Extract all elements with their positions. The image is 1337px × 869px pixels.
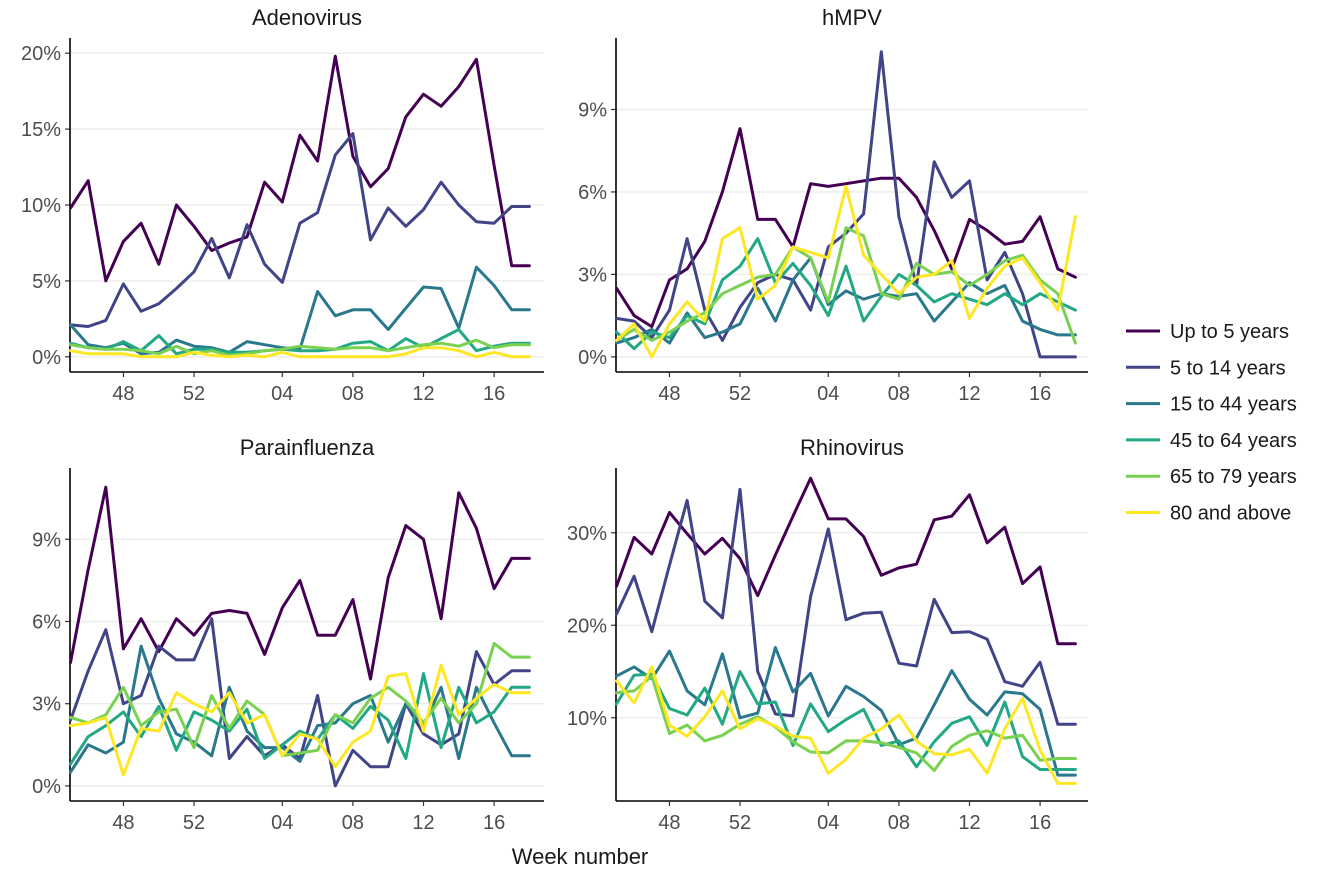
y-tick-label: 10% — [567, 708, 607, 730]
series-line-hmpv-80-and-above — [615, 184, 1077, 359]
series-line-parainfluenza-up-to-5-years — [69, 485, 531, 681]
series-line-rhinovirus-15-to-44-years — [615, 646, 1077, 777]
x-tick-label: 04 — [271, 383, 293, 405]
x-tick-label: 08 — [888, 383, 910, 405]
x-tick-label: 04 — [817, 383, 839, 405]
x-tick-label: 08 — [342, 812, 364, 834]
series-line-rhinovirus-80-and-above — [615, 665, 1077, 785]
y-tick-label: 0% — [32, 776, 61, 798]
legend-label-15-to-44-years: 15 to 44 years — [1170, 394, 1297, 416]
x-tick-label: 48 — [112, 812, 134, 834]
y-tick-label: 30% — [567, 523, 607, 545]
panel-parainfluenza: Parainfluenza 0% 3% 6% 9% 48 52 04 08 12 16 — [32, 435, 544, 834]
y-tick-label: 3% — [578, 264, 607, 286]
y-tick-label: 9% — [32, 529, 61, 551]
panel-hmpv: hMPV 0% 3% 6% 9% 48 52 04 08 12 16 — [578, 5, 1088, 405]
x-tick-label: 52 — [729, 812, 751, 834]
legend-label-45-to-64-years: 45 to 64 years — [1170, 430, 1297, 452]
y-tick-label: 6% — [578, 182, 607, 204]
x-tick-label: 16 — [1029, 812, 1051, 834]
series-line-parainfluenza-45-to-64-years — [69, 672, 531, 766]
y-tick-label: 9% — [578, 99, 607, 121]
x-tick-label: 04 — [817, 812, 839, 834]
legend-label-65-to-79-years: 65 to 79 years — [1170, 466, 1297, 488]
x-tick-label: 12 — [958, 383, 980, 405]
legend-label-5-to-14-years: 5 to 14 years — [1170, 357, 1286, 379]
x-tick-label: 12 — [958, 812, 980, 834]
series-line-adenovirus-65-to-79-years — [69, 338, 531, 357]
series-line-rhinovirus-45-to-64-years — [615, 670, 1077, 771]
series-line-parainfluenza-80-and-above — [69, 663, 531, 777]
series-line-hmpv-5-to-14-years — [615, 50, 1077, 359]
panel-adenovirus: Adenovirus 0% 5% 10% 15% 20% 48 52 04 08 12 16 — [21, 5, 544, 405]
series-line-adenovirus-up-to-5-years — [69, 54, 531, 283]
x-axis-label: Week number — [512, 844, 649, 869]
series-line-adenovirus-5-to-14-years — [69, 132, 531, 328]
x-tick-label: 16 — [483, 383, 505, 405]
x-tick-label: 16 — [483, 812, 505, 834]
x-tick-label: 08 — [888, 812, 910, 834]
x-tick-label: 08 — [342, 383, 364, 405]
x-tick-label: 48 — [112, 383, 134, 405]
x-tick-label: 52 — [183, 812, 205, 834]
x-tick-label: 04 — [271, 812, 293, 834]
panel-title-adenovirus: Adenovirus — [252, 5, 362, 30]
y-tick-label: 15% — [21, 119, 61, 141]
series-line-adenovirus-45-to-64-years — [69, 328, 531, 356]
x-tick-label: 16 — [1029, 383, 1051, 405]
x-tick-label: 48 — [658, 383, 680, 405]
y-tick-label: 0% — [578, 347, 607, 369]
series-line-hmpv-15-to-44-years — [615, 256, 1077, 345]
x-tick-label: 52 — [183, 383, 205, 405]
x-tick-label: 48 — [658, 812, 680, 834]
series-line-parainfluenza-15-to-44-years — [69, 644, 531, 774]
x-tick-label: 12 — [412, 383, 434, 405]
panel-title-hmpv: hMPV — [822, 5, 882, 30]
x-tick-label: 12 — [412, 812, 434, 834]
panel-title-rhinovirus: Rhinovirus — [800, 435, 904, 460]
y-tick-label: 20% — [21, 43, 61, 65]
legend-label-80-and-above: 80 and above — [1170, 503, 1291, 525]
y-tick-label: 20% — [567, 615, 607, 637]
legend: Up to 5 years 5 to 14 years 15 to 44 years… — [1126, 321, 1297, 525]
series-line-parainfluenza-65-to-79-years — [69, 641, 531, 758]
panel-title-parainfluenza: Parainfluenza — [240, 435, 375, 460]
y-tick-label: 6% — [32, 611, 61, 633]
series-line-rhinovirus-5-to-14-years — [615, 487, 1077, 726]
y-tick-label: 5% — [32, 271, 61, 293]
y-tick-label: 10% — [21, 195, 61, 217]
panel-rhinovirus: Rhinovirus 10% 20% 30% 48 52 04 08 12 16 — [567, 435, 1088, 834]
y-tick-label: 0% — [32, 347, 61, 369]
legend-label-up-to-5-years: Up to 5 years — [1170, 321, 1289, 343]
series-line-hmpv-65-to-79-years — [615, 226, 1077, 345]
y-tick-label: 3% — [32, 694, 61, 716]
x-tick-label: 52 — [729, 383, 751, 405]
series-line-adenovirus-80-and-above — [69, 346, 531, 359]
